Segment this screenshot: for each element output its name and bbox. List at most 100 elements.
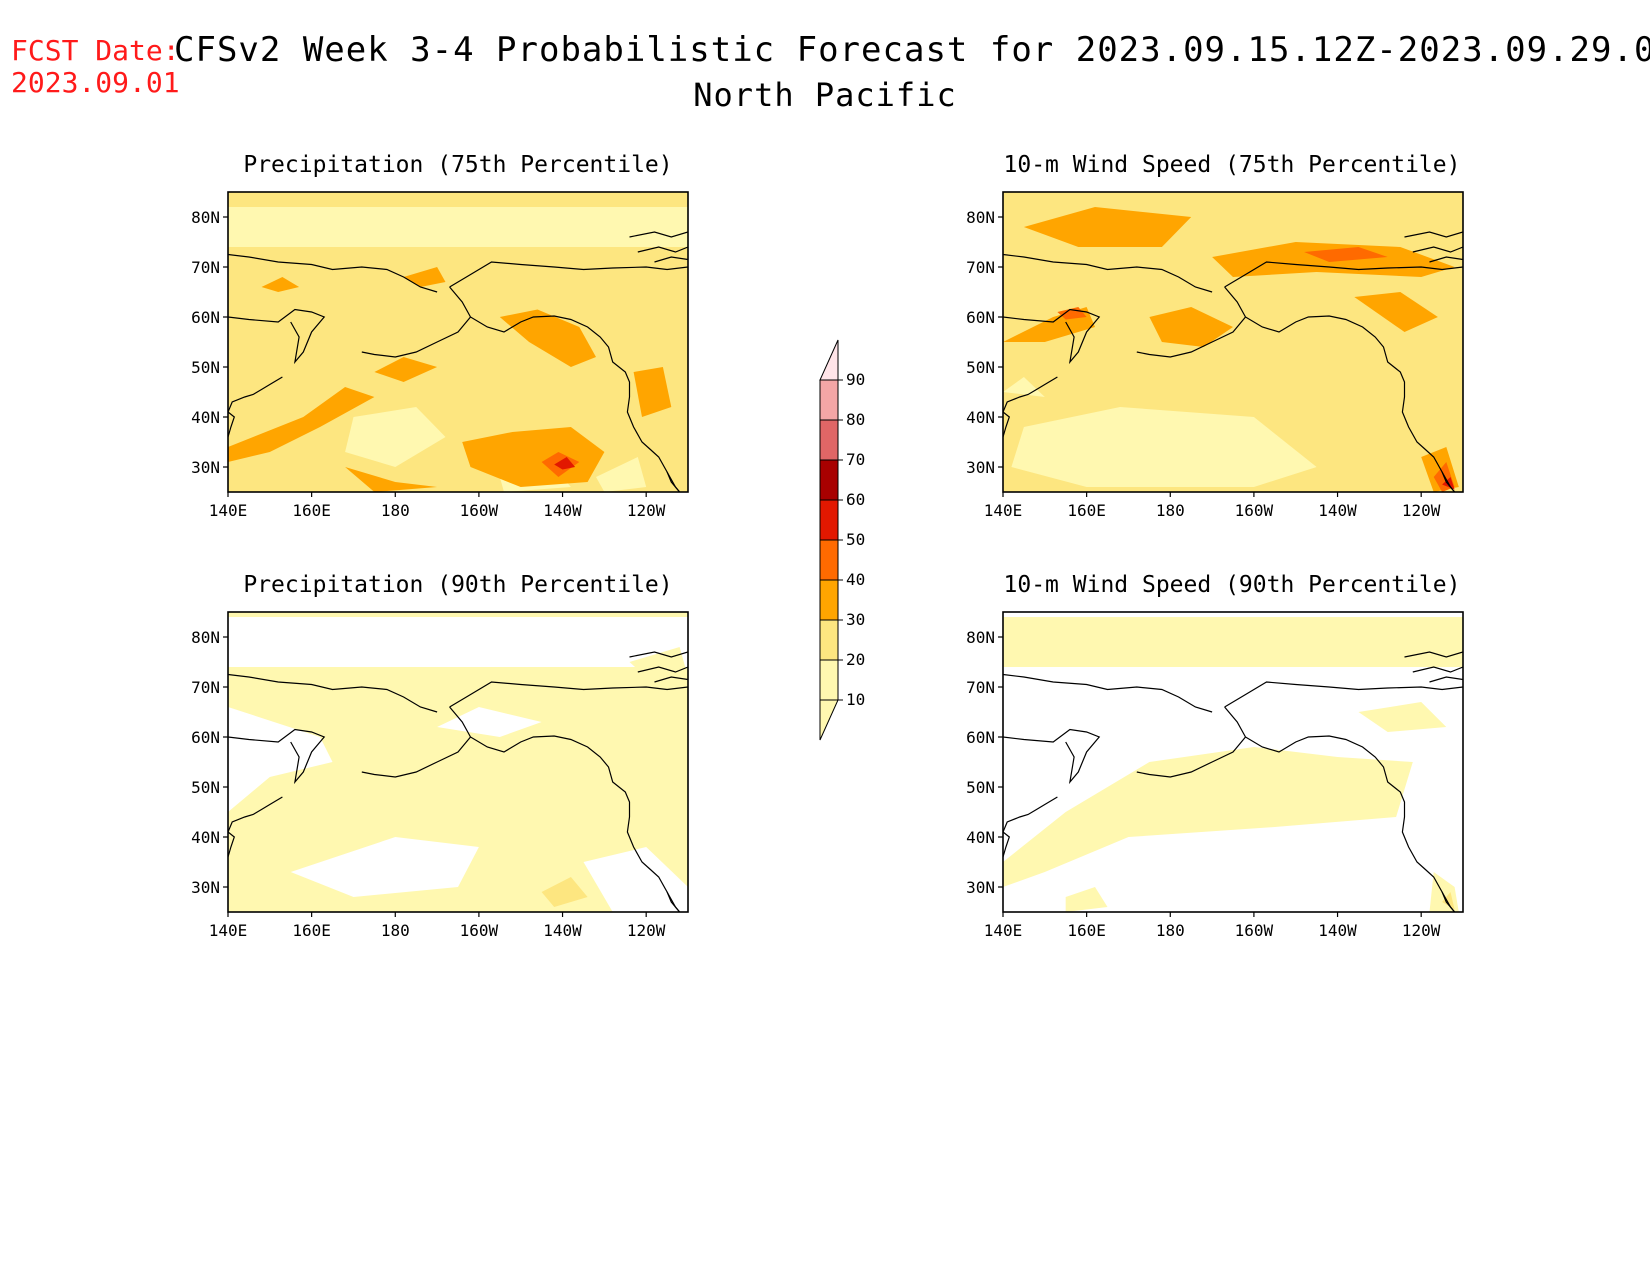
colorbar-tick-label: 70 xyxy=(846,450,865,469)
coastline xyxy=(666,471,681,492)
lat-tick-label: 80N xyxy=(191,628,220,647)
coastline xyxy=(629,651,688,658)
lat-tick-label: 40N xyxy=(966,828,995,847)
lon-tick-label: 180 xyxy=(381,921,410,940)
colorbar-bin xyxy=(819,419,839,461)
shaded-region xyxy=(345,467,438,492)
lat-tick-label: 70N xyxy=(191,678,220,697)
lon-tick-label: 140W xyxy=(1318,501,1357,520)
shaded-region xyxy=(583,847,688,912)
colorbar-tick-label: 30 xyxy=(846,610,865,629)
shaded-region xyxy=(345,407,446,467)
map-precip-75: 140E 160E 180 160W 140W 120W 80N 70N 60N 50N 40N 30… xyxy=(160,180,708,532)
coastline xyxy=(1224,261,1463,288)
lat-tick-label: 40N xyxy=(191,828,220,847)
lat-tick-label: 40N xyxy=(966,408,995,427)
coastline xyxy=(1003,253,1213,293)
shaded-region xyxy=(228,192,688,492)
colorbar-bin xyxy=(819,459,839,501)
lon-tick-label: 140W xyxy=(1318,921,1357,940)
map-frame xyxy=(227,611,689,913)
lat-tick-label: 70N xyxy=(966,258,995,277)
colorbar-tick-label: 10 xyxy=(846,690,865,709)
coastline xyxy=(449,681,688,708)
coastline xyxy=(1429,256,1463,263)
lon-tick-label: 160W xyxy=(460,921,499,940)
coastline xyxy=(1224,286,1456,492)
coastline xyxy=(1441,891,1456,912)
coastline xyxy=(1136,736,1246,778)
lon-tick-label: 160W xyxy=(460,501,499,520)
shaded-region xyxy=(1358,702,1447,732)
coastline xyxy=(654,676,688,683)
coastline xyxy=(228,253,438,293)
coastline xyxy=(1412,246,1463,253)
coastline xyxy=(361,736,471,778)
shaded-region xyxy=(462,427,605,487)
shaded-region xyxy=(1003,747,1413,887)
lat-tick-label: 50N xyxy=(966,358,995,377)
forecast-date-value: 2023.09.01 xyxy=(11,66,180,99)
lat-tick-label: 30N xyxy=(966,878,995,897)
shaded-region xyxy=(374,357,438,382)
lat-tick-label: 60N xyxy=(191,728,220,747)
shaded-region xyxy=(228,207,688,247)
shaded-region xyxy=(261,277,300,292)
lat-tick-label: 50N xyxy=(191,778,220,797)
lat-tick-label: 50N xyxy=(966,778,995,797)
coastline xyxy=(637,246,688,253)
coastline xyxy=(449,261,688,288)
shaded-region xyxy=(629,647,688,677)
shaded-region xyxy=(1354,292,1438,332)
map-wind-75: 140E 160E 180 160W 140W 120W 80N 70N 60N 50N 40N 30… xyxy=(935,180,1483,532)
coastline xyxy=(1003,411,1011,438)
shaded-region xyxy=(403,267,446,287)
map-frame xyxy=(1002,611,1464,913)
lon-tick-label: 140E xyxy=(984,921,1023,940)
coastline xyxy=(1412,666,1463,673)
lon-tick-label: 180 xyxy=(1156,921,1185,940)
colorbar-tick-label: 80 xyxy=(846,410,865,429)
shaded-region xyxy=(228,617,688,667)
coastline xyxy=(361,316,471,358)
lon-tick-label: 160E xyxy=(1067,501,1106,520)
shaded-region xyxy=(228,387,375,462)
coastline xyxy=(1224,681,1463,708)
lat-tick-label: 70N xyxy=(191,258,220,277)
panel-title-wind-75: 10-m Wind Speed (75th Percentile) xyxy=(1003,152,1461,178)
colorbar-end-high xyxy=(819,339,839,381)
coastline xyxy=(637,666,688,673)
shaded-region xyxy=(499,309,596,367)
map-wind-90: 140E 160E 180 160W 140W 120W 80N 70N 60N 50N 40N 30… xyxy=(935,600,1483,952)
lat-tick-label: 70N xyxy=(966,678,995,697)
lat-tick-label: 60N xyxy=(966,308,995,327)
colorbar: 10 20 30 40 50 60 70 80 90 xyxy=(800,330,880,754)
shaded-region xyxy=(1011,407,1317,487)
shaded-region xyxy=(1149,307,1233,347)
lat-tick-label: 60N xyxy=(966,728,995,747)
shaded-region xyxy=(596,457,647,492)
coastline xyxy=(228,376,283,413)
colorbar-end-low xyxy=(819,699,839,741)
lat-tick-label: 40N xyxy=(191,408,220,427)
lat-tick-label: 50N xyxy=(191,358,220,377)
lat-tick-label: 80N xyxy=(966,628,995,647)
lon-tick-label: 140W xyxy=(543,501,582,520)
coastline xyxy=(1136,316,1246,358)
coastline xyxy=(1441,471,1456,492)
colorbar-tick-label: 50 xyxy=(846,530,865,549)
lat-tick-label: 80N xyxy=(191,208,220,227)
region-subtitle: North Pacific xyxy=(693,76,957,114)
lon-tick-label: 160W xyxy=(1235,501,1274,520)
coastline xyxy=(1003,673,1213,713)
colorbar-bin xyxy=(819,379,839,421)
panel-title-precip-90: Precipitation (90th Percentile) xyxy=(243,572,673,598)
shaded-region xyxy=(554,457,576,470)
lat-tick-label: 60N xyxy=(191,308,220,327)
shaded-region xyxy=(437,707,542,737)
lon-tick-label: 140E xyxy=(209,501,248,520)
coastline xyxy=(449,286,681,492)
shaded-region xyxy=(1057,307,1087,320)
panel-title-wind-90: 10-m Wind Speed (90th Percentile) xyxy=(1003,572,1461,598)
coastline xyxy=(1003,308,1101,365)
